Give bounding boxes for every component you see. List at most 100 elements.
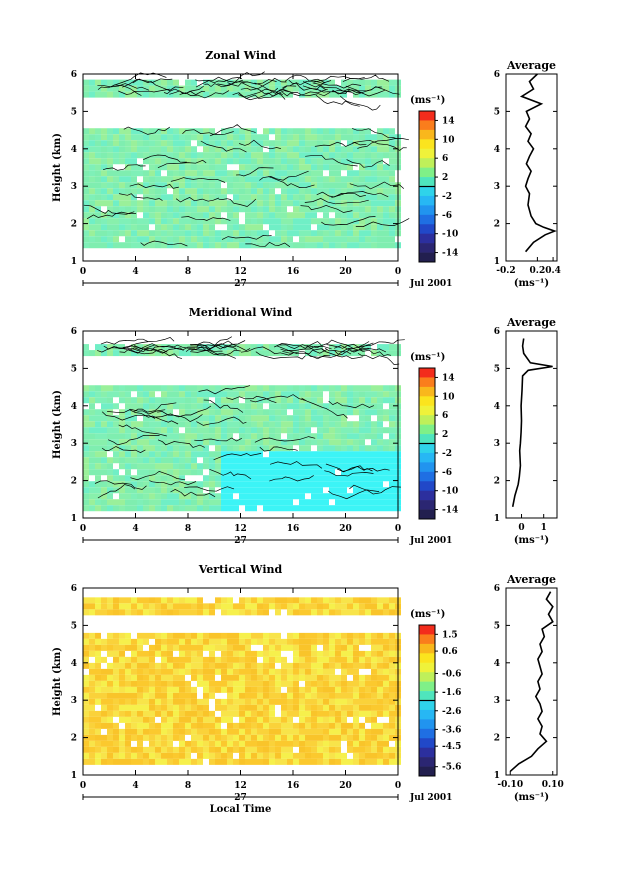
heatmap-cell xyxy=(131,421,137,428)
heatmap-cell xyxy=(167,91,173,98)
heatmap-cell xyxy=(245,182,251,189)
contour-line xyxy=(83,204,135,215)
heatmap-cell xyxy=(161,350,167,357)
heatmap-cell xyxy=(323,134,329,141)
heatmap-cell xyxy=(113,421,119,428)
heatmap-cell xyxy=(281,698,287,705)
heatmap-cell xyxy=(233,728,239,735)
heatmap-cell xyxy=(173,194,179,201)
heatmap-cell xyxy=(239,632,245,639)
heatmap-cell xyxy=(389,85,395,92)
heatmap-cell xyxy=(95,350,101,357)
heatmap-cell xyxy=(83,182,89,189)
heatmap-cell xyxy=(137,758,143,765)
heatmap-cell xyxy=(239,499,245,506)
heatmap-cell xyxy=(323,632,329,639)
heatmap-cell xyxy=(257,409,263,416)
heatmap-cell xyxy=(113,152,119,159)
heatmap-cell xyxy=(221,415,227,422)
heatmap-cell xyxy=(203,475,209,482)
heatmap-cell xyxy=(83,451,89,458)
heatmap-cell xyxy=(161,475,167,482)
heatmap-cell xyxy=(143,433,149,440)
heatmap-cell xyxy=(113,176,119,183)
x-tick-label: 0 xyxy=(395,524,401,534)
heatmap-cell xyxy=(215,409,221,416)
heatmap-cell xyxy=(389,415,395,422)
heatmap-cell xyxy=(191,445,197,452)
heatmap-cell xyxy=(179,350,185,357)
heatmap-cell xyxy=(173,716,179,723)
heatmap-cell xyxy=(317,158,323,165)
heatmap-cell xyxy=(197,499,203,506)
heatmap-cell xyxy=(209,740,215,747)
heatmap-cell xyxy=(215,644,221,651)
heatmap-cell xyxy=(377,427,383,434)
heatmap-cell xyxy=(281,200,287,207)
heatmap-cell xyxy=(191,656,197,663)
heatmap-cell xyxy=(101,686,107,693)
heatmap-cell xyxy=(239,680,245,687)
heatmap-cell xyxy=(215,164,221,171)
heatmap-cell xyxy=(365,188,371,195)
heatmap-cell xyxy=(377,439,383,446)
heatmap-cell xyxy=(329,85,335,92)
heatmap-cell xyxy=(203,734,209,741)
heatmap-cell xyxy=(83,134,89,141)
heatmap-cell xyxy=(287,194,293,201)
heatmap-cell xyxy=(203,638,209,645)
heatmap-cell xyxy=(149,415,155,422)
profile-x-tick-label: 0.4 xyxy=(545,266,561,276)
heatmap-cell xyxy=(197,758,203,765)
heatmap-cell xyxy=(341,152,347,159)
heatmap-cell xyxy=(107,686,113,693)
heatmap-cell xyxy=(149,152,155,159)
heatmap-cell xyxy=(317,164,323,171)
heatmap-cell xyxy=(269,680,275,687)
heatmap-cell xyxy=(251,79,257,86)
heatmap-cell xyxy=(299,686,305,693)
heatmap-cell xyxy=(365,457,371,464)
heatmap-cell xyxy=(263,469,269,476)
heatmap-cell xyxy=(341,680,347,687)
heatmap-cell xyxy=(311,463,317,470)
heatmap-cell xyxy=(131,385,137,392)
heatmap-cell xyxy=(89,445,95,452)
profile-y-tick-label: 6 xyxy=(494,70,500,80)
heatmap-cell xyxy=(143,176,149,183)
heatmap-cell xyxy=(215,206,221,213)
heatmap-cell xyxy=(305,439,311,446)
heatmap-cell xyxy=(383,662,389,669)
heatmap-cell xyxy=(209,451,215,458)
heatmap-cell xyxy=(287,188,293,195)
heatmap-cell xyxy=(227,463,233,470)
heatmap-cell xyxy=(95,609,101,616)
heatmap-cell xyxy=(89,698,95,705)
heatmap-cell xyxy=(215,451,221,458)
heatmap-cell xyxy=(377,686,383,693)
colorbar-tick-label: 6 xyxy=(442,154,448,164)
heatmap-cell xyxy=(263,656,269,663)
heatmap-cell xyxy=(335,224,341,231)
heatmap-cell xyxy=(137,674,143,681)
heatmap-cell xyxy=(341,632,347,639)
heatmap-cell xyxy=(245,656,251,663)
heatmap-cell xyxy=(179,710,185,717)
heatmap-cell xyxy=(275,603,281,610)
heatmap-cell xyxy=(317,710,323,717)
heatmap-cell xyxy=(299,230,305,237)
heatmap-cell xyxy=(329,445,335,452)
heatmap-cell xyxy=(245,218,251,225)
heatmap-cell xyxy=(287,674,293,681)
heatmap-cell xyxy=(137,230,143,237)
heatmap-cell xyxy=(197,638,203,645)
colorbar-tick-label: 14 xyxy=(442,116,455,126)
heatmap-cell xyxy=(161,674,167,681)
heatmap-cell xyxy=(347,79,353,86)
heatmap-cell xyxy=(335,403,341,410)
heatmap-cell xyxy=(215,182,221,189)
heatmap-cell xyxy=(185,164,191,171)
heatmap-cell xyxy=(365,194,371,201)
heatmap-cell xyxy=(251,746,257,753)
